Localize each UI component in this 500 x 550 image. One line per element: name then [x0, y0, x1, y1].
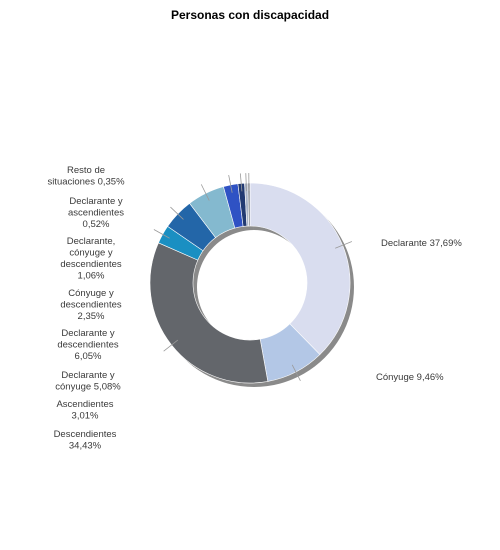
slice-label-line: descendientes: [57, 340, 119, 351]
slice-label-line: cónyuge y: [69, 248, 113, 259]
leader-line: [228, 175, 233, 193]
slice-label-line: Resto de: [67, 165, 105, 176]
slice-group: [149, 182, 351, 384]
slice-label-line: 34,43%: [69, 441, 102, 452]
slice-label-line: Declarante 37,69%: [381, 238, 462, 249]
leader-line: [163, 339, 179, 352]
pie-slice[interactable]: [149, 242, 269, 384]
slice-label-line: descendientes: [60, 259, 122, 270]
slice-label-line: 1,06%: [78, 271, 105, 282]
slice-label: Declarante y cónyuge 5,08%: [55, 370, 121, 393]
slice-label: Declarante, cónyuge y descendientes 1,06%: [60, 236, 122, 282]
slice-label: Cónyuge y descendientes 2,35%: [60, 288, 122, 322]
slice-label-line: Cónyuge y: [68, 288, 114, 299]
slice-label-line: Ascendientes: [56, 399, 113, 410]
slice-label: Descendientes 34,43%: [54, 429, 117, 452]
label-group: Declarante 37,69% Cónyuge 9,46% Descendien…: [47, 165, 462, 452]
slice-label-line: ascendientes: [68, 208, 124, 219]
leader-line: [245, 173, 247, 192]
leader-line: [335, 241, 353, 249]
slice-label: Ascendientes 3,01%: [56, 399, 113, 422]
slice-label-line: Declarante y: [61, 370, 115, 381]
slice-label-line: 0,52%: [83, 219, 110, 230]
leader-line-group: [153, 173, 353, 381]
slice-label: Resto de situaciones 0,35%: [47, 165, 125, 188]
pie-slice[interactable]: [249, 182, 351, 355]
slice-label: Cónyuge 9,46%: [376, 372, 444, 383]
slice-label-line: Descendientes: [54, 429, 117, 440]
leader-line: [170, 206, 184, 220]
slice-label-line: Declarante,: [67, 236, 116, 247]
slice-label: Declarante 37,69%: [381, 238, 462, 249]
slice-label-line: cónyuge 5,08%: [55, 382, 121, 393]
slice-label-line: 2,35%: [78, 311, 105, 322]
slice-label-line: 3,01%: [72, 411, 99, 422]
slice-label-line: Cónyuge 9,46%: [376, 372, 444, 383]
leader-line: [291, 364, 301, 381]
slice-label-line: situaciones 0,35%: [47, 177, 125, 188]
slice-label-line: 6,05%: [75, 351, 102, 362]
slice-label-line: Declarante y: [61, 328, 115, 339]
slice-label-line: descendientes: [60, 300, 122, 311]
slice-label: Declarante y descendientes 6,05%: [57, 328, 119, 362]
slice-label-line: Declarante y: [69, 196, 123, 207]
slice-label: Declarante y ascendientes 0,52%: [68, 196, 124, 230]
leader-line: [239, 173, 243, 192]
leader-line: [153, 229, 170, 239]
leader-line: [200, 184, 210, 201]
chart-title: Personas con discapacidad: [170, 8, 330, 22]
